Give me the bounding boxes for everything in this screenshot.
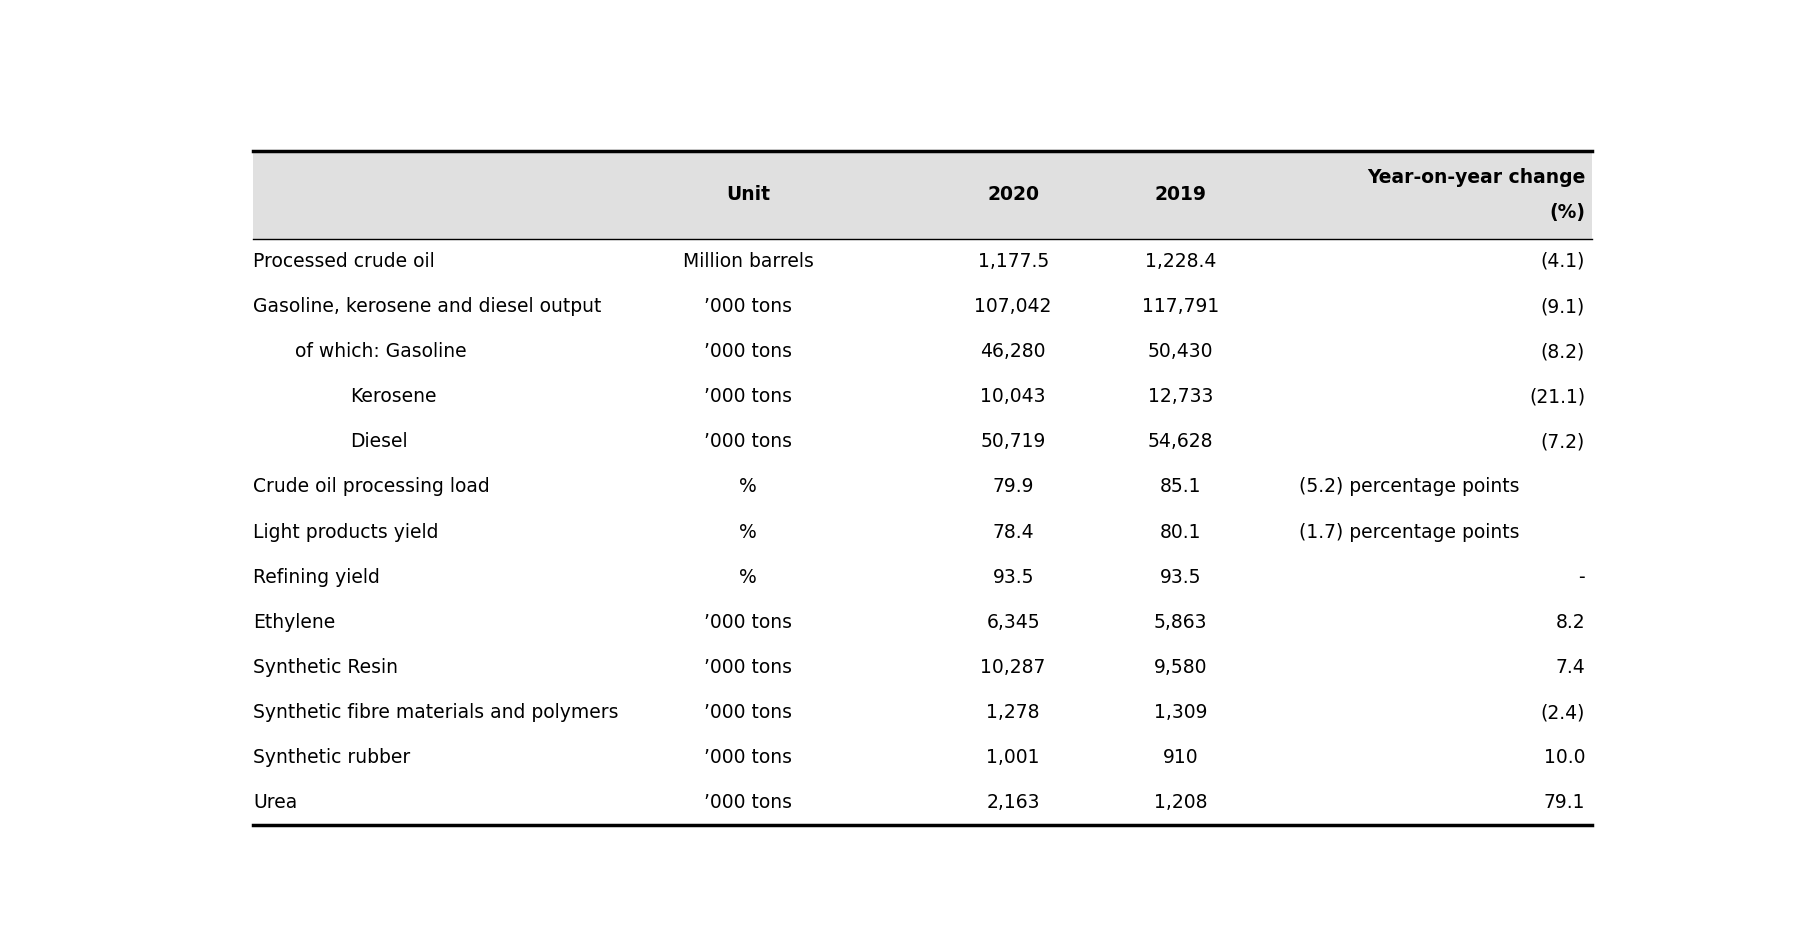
Text: ’000 tons: ’000 tons [704, 658, 792, 677]
Text: 1,278: 1,278 [986, 703, 1040, 722]
Text: 46,280: 46,280 [981, 342, 1046, 361]
Text: ’000 tons: ’000 tons [704, 748, 792, 767]
Text: 50,719: 50,719 [981, 432, 1046, 451]
Text: 2019: 2019 [1154, 186, 1206, 205]
Text: 79.9: 79.9 [992, 478, 1033, 496]
Text: ’000 tons: ’000 tons [704, 297, 792, 316]
Text: 2,163: 2,163 [986, 793, 1040, 812]
Text: (7.2): (7.2) [1541, 432, 1586, 451]
Text: ’000 tons: ’000 tons [704, 432, 792, 451]
Text: Year-on-year change: Year-on-year change [1366, 168, 1586, 187]
Text: 50,430: 50,430 [1148, 342, 1213, 361]
Text: (1.7) percentage points: (1.7) percentage points [1300, 523, 1519, 542]
Text: 10.0: 10.0 [1544, 748, 1586, 767]
Text: 79.1: 79.1 [1544, 793, 1586, 812]
Text: Light products yield: Light products yield [252, 523, 439, 542]
Text: 5,863: 5,863 [1154, 613, 1208, 632]
Text: 1,228.4: 1,228.4 [1145, 252, 1217, 271]
Text: 8.2: 8.2 [1555, 613, 1586, 632]
Text: 10,043: 10,043 [981, 387, 1046, 407]
Text: 93.5: 93.5 [1159, 567, 1201, 586]
Text: 80.1: 80.1 [1159, 523, 1201, 542]
Text: 117,791: 117,791 [1141, 297, 1219, 316]
Text: 12,733: 12,733 [1148, 387, 1213, 407]
Text: 78.4: 78.4 [992, 523, 1033, 542]
Text: 93.5: 93.5 [992, 567, 1033, 586]
Bar [252, 151, 1593, 239]
Text: ’000 tons: ’000 tons [704, 793, 792, 812]
Text: 9,580: 9,580 [1154, 658, 1208, 677]
Text: (9.1): (9.1) [1541, 297, 1586, 316]
Text: (8.2): (8.2) [1541, 342, 1586, 361]
Text: Processed crude oil: Processed crude oil [252, 252, 434, 271]
Text: 54,628: 54,628 [1148, 432, 1213, 451]
Text: (5.2) percentage points: (5.2) percentage points [1300, 478, 1519, 496]
Text: Diesel: Diesel [351, 432, 409, 451]
Text: %: % [740, 478, 758, 496]
Text: (%): (%) [1550, 203, 1586, 222]
Text: ’000 tons: ’000 tons [704, 613, 792, 632]
Text: 1,177.5: 1,177.5 [977, 252, 1049, 271]
Text: Ethylene: Ethylene [252, 613, 335, 632]
Text: (21.1): (21.1) [1528, 387, 1586, 407]
Text: 107,042: 107,042 [974, 297, 1051, 316]
Text: 85.1: 85.1 [1159, 478, 1201, 496]
Text: 1,208: 1,208 [1154, 793, 1208, 812]
Text: 7.4: 7.4 [1555, 658, 1586, 677]
Text: (2.4): (2.4) [1541, 703, 1586, 722]
Text: Urea: Urea [252, 793, 297, 812]
Text: 1,309: 1,309 [1154, 703, 1208, 722]
Text: Refining yield: Refining yield [252, 567, 380, 586]
Text: ’000 tons: ’000 tons [704, 703, 792, 722]
Text: 2020: 2020 [986, 186, 1039, 205]
Text: Kerosene: Kerosene [351, 387, 437, 407]
Text: 1,001: 1,001 [986, 748, 1040, 767]
Text: 6,345: 6,345 [986, 613, 1040, 632]
Text: Synthetic fibre materials and polymers: Synthetic fibre materials and polymers [252, 703, 619, 722]
Text: Synthetic Resin: Synthetic Resin [252, 658, 398, 677]
Text: Crude oil processing load: Crude oil processing load [252, 478, 490, 496]
Text: ’000 tons: ’000 tons [704, 342, 792, 361]
Text: Unit: Unit [725, 186, 770, 205]
Text: %: % [740, 523, 758, 542]
Text: %: % [740, 567, 758, 586]
Text: ’000 tons: ’000 tons [704, 387, 792, 407]
Text: 10,287: 10,287 [981, 658, 1046, 677]
Text: Gasoline, kerosene and diesel output: Gasoline, kerosene and diesel output [252, 297, 601, 316]
Text: Synthetic rubber: Synthetic rubber [252, 748, 410, 767]
Text: (4.1): (4.1) [1541, 252, 1586, 271]
Text: 910: 910 [1163, 748, 1199, 767]
Text: of which: Gasoline: of which: Gasoline [295, 342, 466, 361]
Text: Million barrels: Million barrels [682, 252, 814, 271]
Text: -: - [1579, 567, 1586, 586]
